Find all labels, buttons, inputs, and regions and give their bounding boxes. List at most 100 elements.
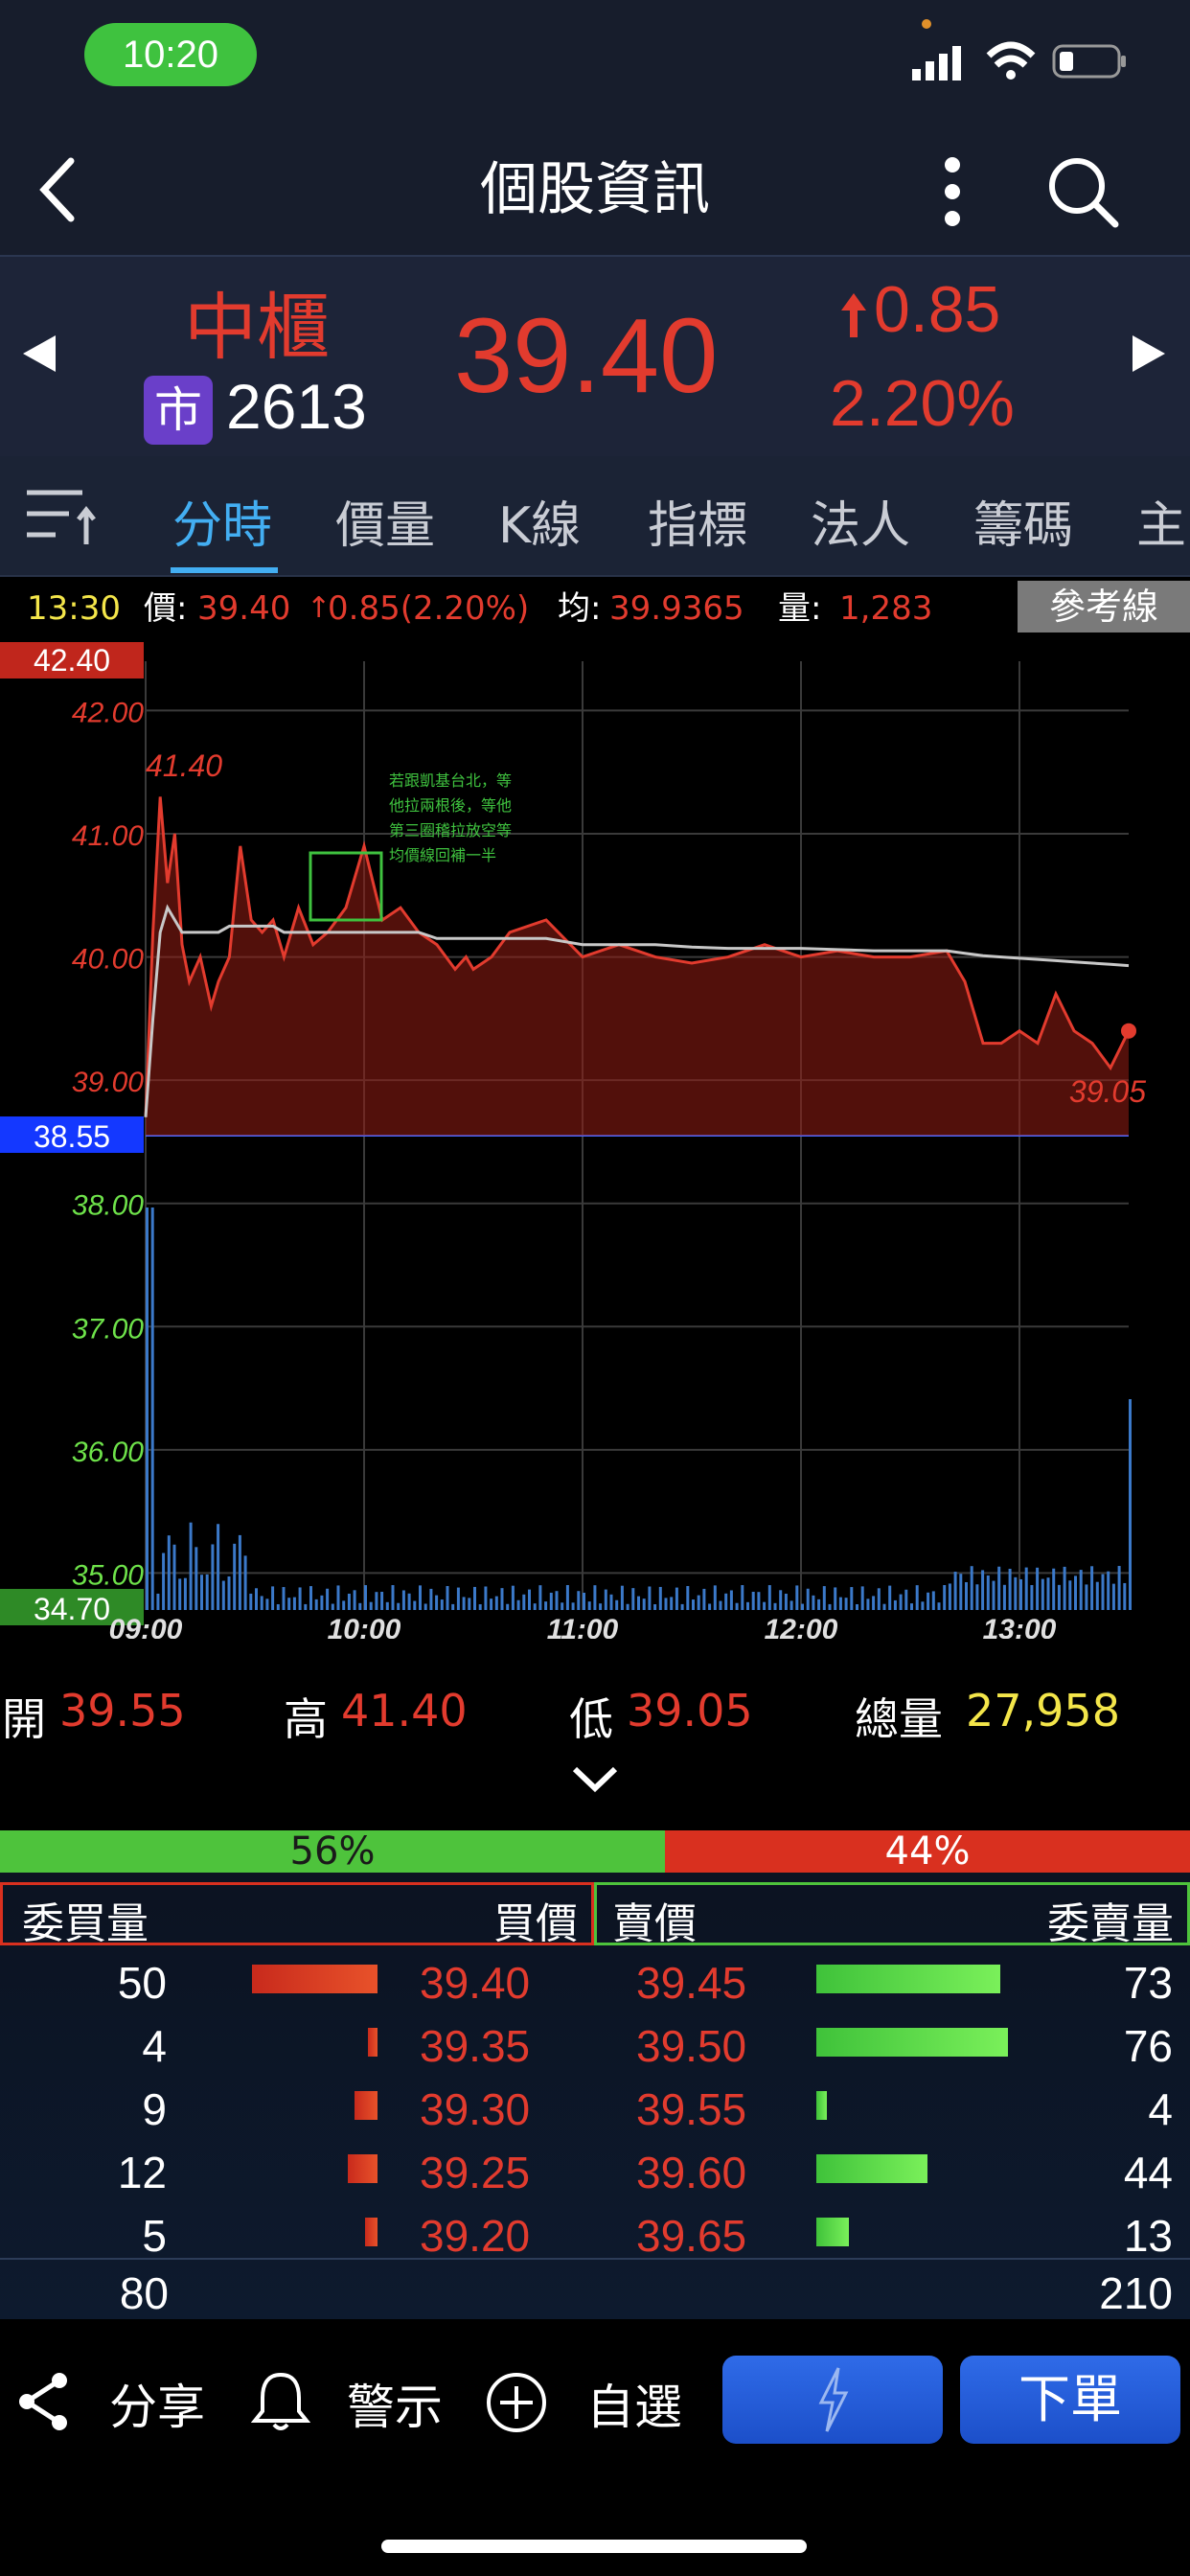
bid-qty: 9: [142, 2084, 167, 2134]
volume-bar: [1129, 1399, 1132, 1610]
volume-bar: [910, 1603, 913, 1610]
location-dot-icon: [922, 19, 931, 29]
y-top-box: [0, 642, 144, 678]
volume-bar: [1074, 1576, 1077, 1610]
prev-stock-icon[interactable]: [17, 332, 61, 376]
expand-chevron-icon[interactable]: [571, 1763, 619, 1794]
info-up-arrow-icon: ↑: [307, 591, 332, 625]
volume-bar: [577, 1591, 581, 1610]
order-book-row[interactable]: 50 39.40 39.45 73: [0, 1949, 1190, 2012]
bid-qty-header: 委買量: [22, 1899, 149, 1948]
volume-bar: [1068, 1580, 1072, 1610]
order-book-row[interactable]: 4 39.35 39.50 76: [0, 2012, 1190, 2076]
ask-volume-bar: [816, 2218, 850, 2246]
volume-bar: [304, 1603, 308, 1610]
volume-bar: [670, 1597, 674, 1610]
x-tick-label: 11:00: [547, 1614, 619, 1639]
volume-bar: [899, 1594, 903, 1610]
wifi-icon: [986, 41, 1036, 80]
quick-order-button[interactable]: [722, 2356, 943, 2444]
volume-bar: [358, 1602, 362, 1610]
volume-bar: [429, 1588, 433, 1610]
volume-bar: [189, 1522, 193, 1610]
volume-bar: [571, 1602, 575, 1610]
order-book-row[interactable]: 5 39.20 39.65 13: [0, 2202, 1190, 2266]
volume-bar: [763, 1601, 767, 1610]
volume-bar: [156, 1593, 160, 1610]
ask-header: 賣價 委賣量: [594, 1882, 1190, 1948]
annotation-text: 若跟凱基台北，等: [389, 771, 512, 790]
y-tick-label: 36.00: [72, 1437, 144, 1468]
search-icon[interactable]: [1044, 153, 1121, 230]
price-change: 0.85: [874, 273, 1001, 346]
volume-bar: [1079, 1570, 1083, 1610]
order-book-row[interactable]: 12 39.25 39.60 44: [0, 2139, 1190, 2202]
volume-bar: [593, 1585, 597, 1610]
ask-total: 210: [1099, 2268, 1173, 2318]
volume-bar: [680, 1603, 684, 1610]
share-icon[interactable]: [17, 2373, 69, 2430]
volume-bar: [347, 1593, 351, 1610]
next-stock-icon[interactable]: [1127, 332, 1171, 376]
volume-bar: [953, 1572, 957, 1610]
volume-bar: [779, 1590, 783, 1610]
add-circle-icon[interactable]: [485, 2371, 548, 2434]
tab-kline[interactable]: K線: [498, 497, 582, 555]
ask-volume-bar: [816, 2028, 1008, 2057]
y-tick-label: 39.00: [72, 1067, 144, 1098]
place-order-button[interactable]: 下單: [960, 2356, 1180, 2444]
volume-bar: [380, 1591, 384, 1610]
volume-bar: [249, 1593, 253, 1610]
order-book-row[interactable]: 9 39.30 39.55 4: [0, 2076, 1190, 2139]
volume-bar: [456, 1587, 460, 1610]
volume-bar: [583, 1592, 585, 1610]
volume-bar: [686, 1585, 690, 1610]
volume-bar: [992, 1580, 995, 1610]
volume-bar: [801, 1603, 804, 1610]
volume-bar: [1090, 1566, 1094, 1610]
volume-bar: [604, 1589, 607, 1610]
volume-bar: [413, 1600, 417, 1610]
high-label: 高: [284, 1693, 328, 1745]
tab-intraday[interactable]: 分時: [172, 497, 273, 555]
volume-bar: [1107, 1571, 1110, 1610]
reference-line-button[interactable]: 參考線: [1018, 581, 1190, 632]
volume-bar: [506, 1603, 510, 1610]
volume-bar: [473, 1586, 476, 1610]
volume-bar: [195, 1547, 198, 1610]
volume-bar: [767, 1585, 771, 1610]
book-totals-row: 80 210: [0, 2262, 1190, 2325]
volume-bar: [369, 1601, 373, 1610]
x-tick-label: 10:00: [328, 1614, 401, 1639]
info-vol-label: 量:: [778, 589, 822, 628]
alert-button[interactable]: 警示: [347, 2380, 443, 2435]
volume-bar: [1030, 1584, 1034, 1610]
last-price-dot: [1121, 1023, 1136, 1039]
back-icon[interactable]: [34, 155, 80, 224]
volume-bar: [320, 1595, 324, 1610]
volume-bar: [1111, 1583, 1115, 1610]
watchlist-button[interactable]: 自選: [586, 2380, 682, 2435]
y-tick-label: 41.00: [72, 820, 144, 852]
volume-bar: [812, 1595, 815, 1610]
y-tick-label: 37.00: [72, 1313, 144, 1345]
volume-bar: [757, 1592, 761, 1610]
sort-menu-icon[interactable]: [23, 485, 100, 548]
tab-price-volume[interactable]: 價量: [335, 497, 436, 555]
volume-bar: [353, 1590, 356, 1610]
volume-bar: [986, 1576, 990, 1610]
volume-bar: [806, 1588, 810, 1610]
share-button[interactable]: 分享: [109, 2380, 205, 2435]
stock-code: 2613: [226, 371, 367, 442]
tab-indicators[interactable]: 指標: [648, 497, 748, 555]
tab-institutional[interactable]: 法人: [811, 497, 911, 555]
bell-icon[interactable]: [251, 2369, 310, 2432]
ask-qty: 73: [1123, 1958, 1173, 2008]
low-value: 39.05: [627, 1685, 753, 1736]
more-icon[interactable]: [937, 155, 968, 228]
volume-bar: [561, 1602, 564, 1610]
low-price-label: 39.05: [1069, 1074, 1146, 1109]
tab-chips[interactable]: 籌碼: [973, 497, 1074, 555]
tab-main[interactable]: 主: [1136, 497, 1187, 555]
